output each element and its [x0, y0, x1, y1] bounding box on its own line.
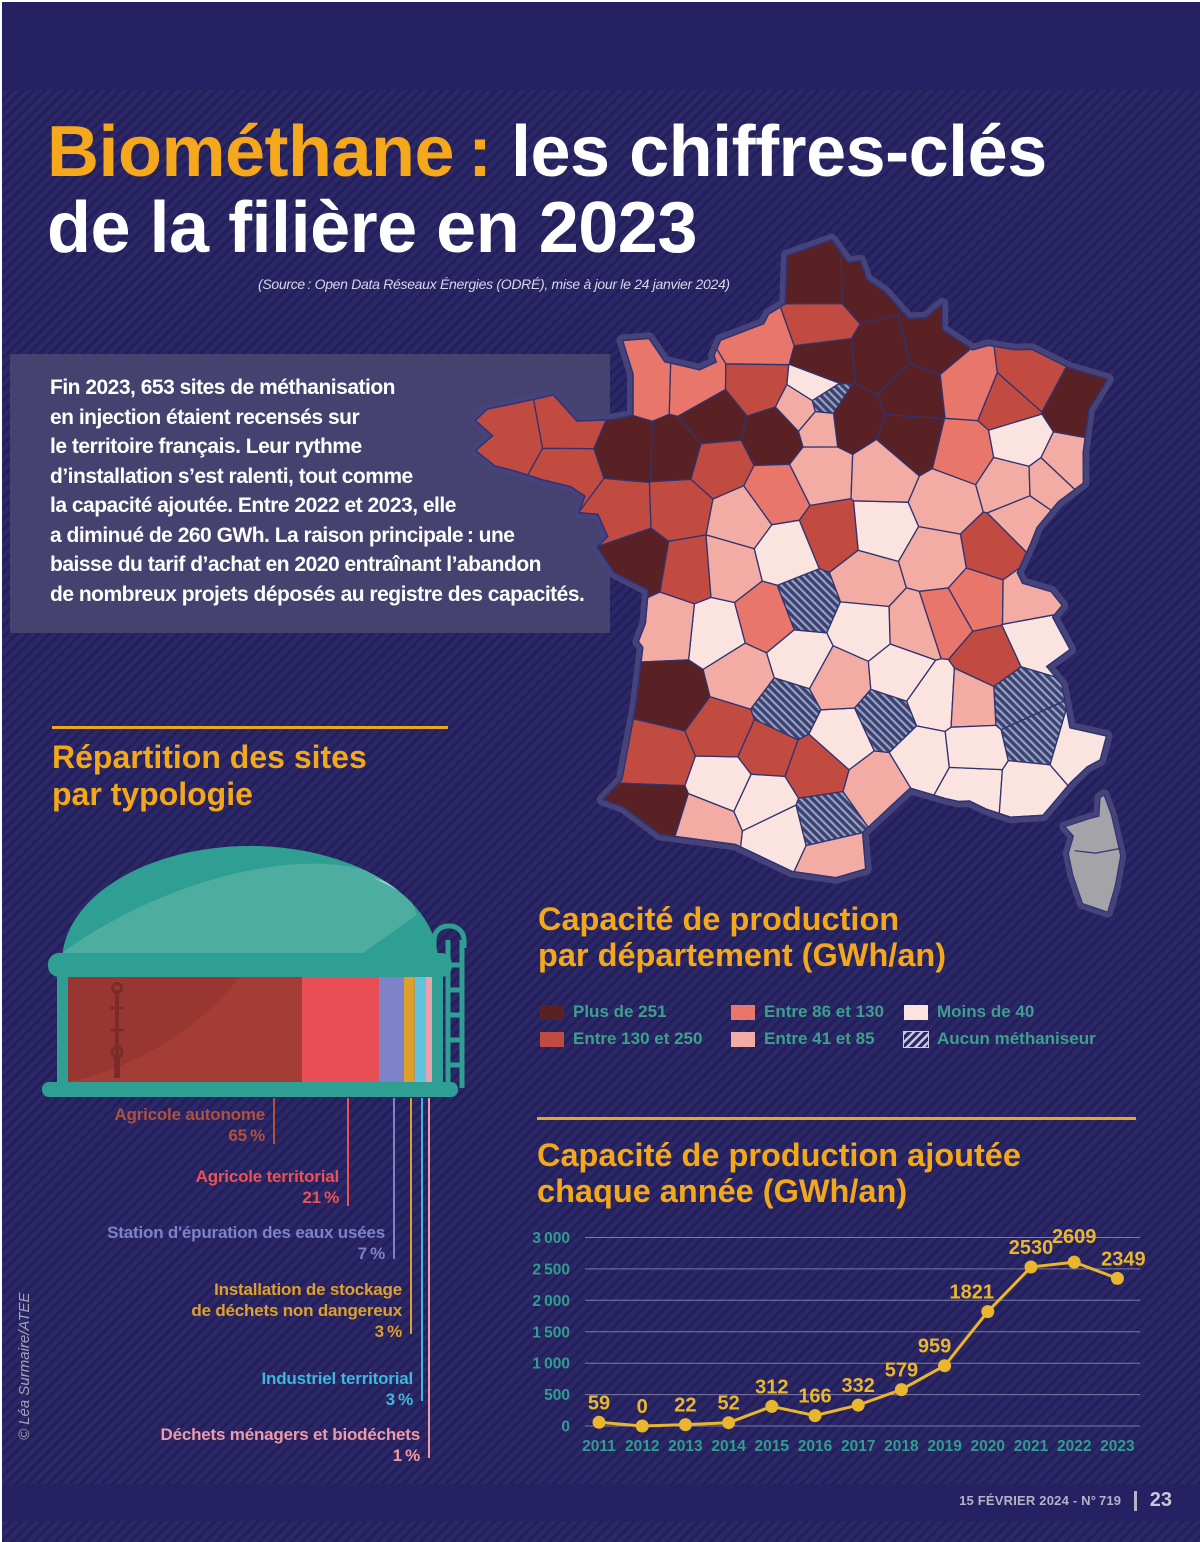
svg-text:2015: 2015 [755, 1438, 790, 1455]
svg-text:2017: 2017 [841, 1438, 875, 1455]
svg-text:22: 22 [674, 1395, 696, 1417]
svg-text:2 000: 2 000 [532, 1293, 570, 1310]
svg-text:2023: 2023 [1100, 1438, 1135, 1455]
svg-text:2014: 2014 [711, 1438, 746, 1455]
svg-text:1821: 1821 [950, 1282, 995, 1304]
svg-text:2013: 2013 [668, 1438, 703, 1455]
svg-text:2022: 2022 [1057, 1438, 1091, 1455]
svg-text:2 500: 2 500 [532, 1261, 570, 1278]
svg-text:579: 579 [885, 1360, 918, 1382]
svg-text:2016: 2016 [798, 1438, 833, 1455]
svg-text:500: 500 [544, 1387, 570, 1404]
svg-text:2012: 2012 [625, 1438, 659, 1455]
svg-text:2349: 2349 [1101, 1248, 1146, 1270]
svg-text:2530: 2530 [1009, 1237, 1054, 1259]
svg-text:2011: 2011 [582, 1438, 616, 1455]
svg-text:2609: 2609 [1052, 1226, 1097, 1248]
svg-text:959: 959 [918, 1336, 951, 1358]
svg-text:166: 166 [798, 1386, 831, 1408]
svg-text:312: 312 [755, 1376, 788, 1398]
svg-text:3 000: 3 000 [532, 1230, 570, 1247]
svg-text:59: 59 [588, 1392, 610, 1414]
svg-text:2018: 2018 [884, 1438, 919, 1455]
svg-text:0: 0 [637, 1396, 648, 1418]
svg-text:2021: 2021 [1014, 1438, 1049, 1455]
svg-text:52: 52 [717, 1393, 739, 1415]
svg-text:1 500: 1 500 [532, 1324, 570, 1341]
svg-text:2020: 2020 [971, 1438, 1005, 1455]
svg-text:0: 0 [561, 1419, 570, 1436]
svg-text:332: 332 [842, 1375, 875, 1397]
svg-text:1 000: 1 000 [532, 1356, 570, 1373]
svg-text:2019: 2019 [927, 1438, 962, 1455]
